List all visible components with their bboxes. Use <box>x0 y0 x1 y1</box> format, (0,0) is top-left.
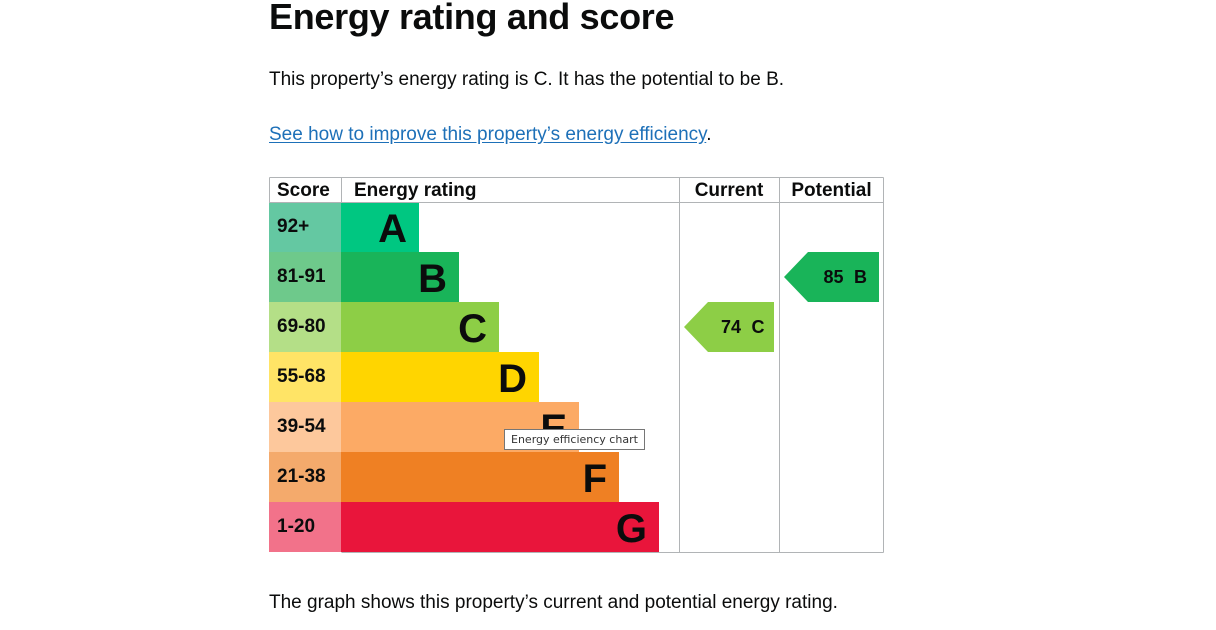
improve-efficiency-link[interactable]: See how to improve this property’s energ… <box>269 124 707 145</box>
header-score: Score <box>277 180 330 201</box>
potential-arrow <box>784 252 879 302</box>
rating-letter-g: G <box>616 507 647 551</box>
improve-link-paragraph: See how to improve this property’s energ… <box>269 124 712 146</box>
score-label-d: 55-68 <box>277 366 326 387</box>
rating-bar-d <box>341 352 539 402</box>
score-cell-d <box>269 352 341 402</box>
potential-score-value: 85 <box>823 267 843 287</box>
rating-bar-c <box>341 302 499 352</box>
header-energy-rating: Energy rating <box>354 180 476 201</box>
score-label-b: 81-91 <box>277 266 326 287</box>
score-label-c: 69-80 <box>277 316 326 337</box>
energy-chart-svg: Score Energy rating Current Potential 92+ A 81… <box>269 177 884 553</box>
score-label-g: 1-20 <box>277 516 315 537</box>
score-label-a: 92+ <box>277 216 309 237</box>
chart-tooltip: Energy efficiency chart <box>504 429 645 450</box>
header-potential: Potential <box>791 180 871 201</box>
energy-efficiency-chart: Score Energy rating Current Potential 92+ A 81… <box>269 177 884 553</box>
header-current: Current <box>695 180 764 201</box>
score-label-e: 39-54 <box>277 416 326 437</box>
rating-letter-d: D <box>498 357 527 401</box>
rating-bar-g <box>341 502 659 552</box>
score-cell-b <box>269 252 341 302</box>
rating-letter-b: B <box>418 257 447 301</box>
chart-caption: The graph shows this property’s current … <box>269 592 838 613</box>
current-rating-letter: C <box>752 317 765 337</box>
page-title: Energy rating and score <box>269 0 675 37</box>
score-cell-c <box>269 302 341 352</box>
score-cell-g <box>269 502 341 552</box>
potential-rating-letter: B <box>854 267 867 287</box>
current-score-value: 74 <box>721 317 741 337</box>
link-suffix: . <box>706 124 712 145</box>
score-cell-f <box>269 452 341 502</box>
score-cell-a <box>269 202 341 252</box>
rating-letter-a: A <box>378 207 407 251</box>
rating-bar-f <box>341 452 619 502</box>
rating-letter-f: F <box>583 457 607 501</box>
current-arrow <box>684 302 774 352</box>
rating-intro: This property’s energy rating is C. It h… <box>269 69 785 90</box>
score-label-f: 21-38 <box>277 466 326 487</box>
rating-bar-a <box>341 202 419 252</box>
rating-bar-b <box>341 252 459 302</box>
rating-letter-c: C <box>458 307 487 351</box>
score-cell-e <box>269 402 341 452</box>
